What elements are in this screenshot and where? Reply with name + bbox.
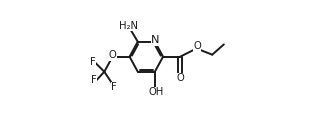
Text: F: F [90, 75, 96, 85]
Text: H₂N: H₂N [119, 21, 138, 31]
Text: O: O [109, 50, 117, 60]
Text: F: F [111, 82, 117, 92]
Text: F: F [90, 57, 96, 67]
Text: OH: OH [148, 87, 164, 97]
Text: O: O [177, 73, 185, 83]
Text: N: N [151, 35, 160, 45]
Text: O: O [193, 41, 201, 51]
